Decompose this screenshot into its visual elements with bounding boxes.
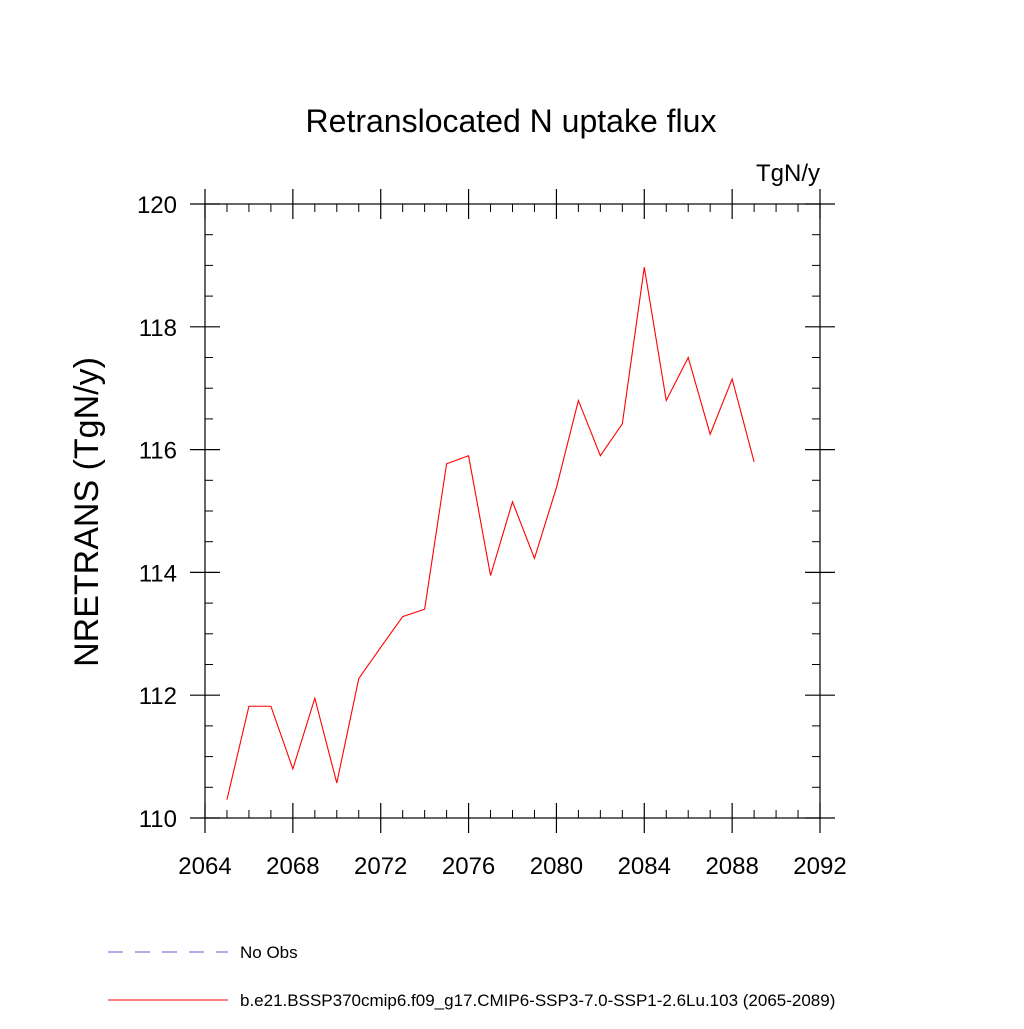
- y-tick-label: 120: [137, 192, 177, 219]
- series-line: [226, 267, 755, 800]
- units-label: TgN/y: [756, 160, 820, 187]
- x-tick-label: 2076: [442, 853, 495, 880]
- x-tick-label: 2072: [354, 853, 407, 880]
- y-tick-label: 114: [139, 560, 177, 587]
- y-tick-label: 118: [139, 315, 177, 342]
- y-tick-label: 116: [139, 438, 177, 465]
- legend-label: b.e21.BSSP370cmip6.f09_g17.CMIP6-SSP3-7.…: [240, 991, 835, 1010]
- plot-frame: [204, 203, 821, 819]
- legend: No Obs b.e21.BSSP370cmip6.f09_g17.CMIP6-S…: [108, 943, 835, 1010]
- chart-title: Retranslocated N uptake flux: [306, 103, 717, 139]
- legend-label: No Obs: [240, 943, 298, 962]
- y-axis-label: NRETRANS (TgN/y): [68, 357, 106, 667]
- x-tick-label: 2092: [793, 853, 846, 880]
- x-tick-label: 2088: [705, 853, 758, 880]
- x-tick-label: 2080: [530, 853, 583, 880]
- x-tick-label: 2084: [618, 853, 671, 880]
- x-tick-label: 2064: [178, 853, 231, 880]
- x-tick-label: 2068: [266, 853, 319, 880]
- y-tick-label: 110: [139, 806, 177, 833]
- axes: 2064 2068 2072 2076 2080 2084 2088 2092 110 112 11…: [137, 189, 847, 880]
- series-layer: [226, 267, 755, 800]
- y-tick-label: 112: [139, 683, 177, 710]
